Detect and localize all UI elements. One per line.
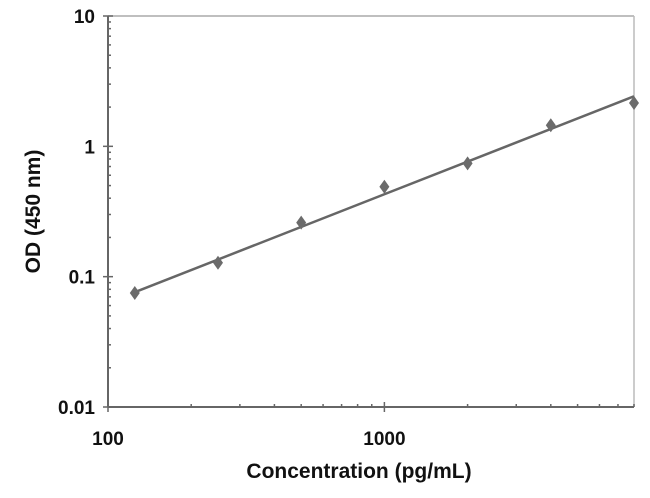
y-tick-label: 10 bbox=[74, 7, 95, 28]
fit-line bbox=[134, 95, 635, 294]
y-tick-label: 1 bbox=[84, 137, 95, 158]
x-axis-label: Concentration (pg/mL) bbox=[246, 460, 471, 483]
data-point bbox=[462, 156, 473, 171]
data-point bbox=[212, 255, 223, 270]
data-point bbox=[129, 285, 140, 300]
x-tick-label: 100 bbox=[92, 429, 124, 450]
y-tick-label: 0.1 bbox=[69, 268, 96, 289]
data-point bbox=[379, 179, 390, 194]
x-tick-label: 1000 bbox=[363, 429, 405, 450]
data-point bbox=[545, 118, 556, 133]
data-point bbox=[629, 96, 639, 111]
y-tick-label: 0.01 bbox=[58, 398, 95, 419]
y-axis-label: OD (450 nm) bbox=[22, 150, 45, 274]
data-point bbox=[296, 215, 307, 230]
